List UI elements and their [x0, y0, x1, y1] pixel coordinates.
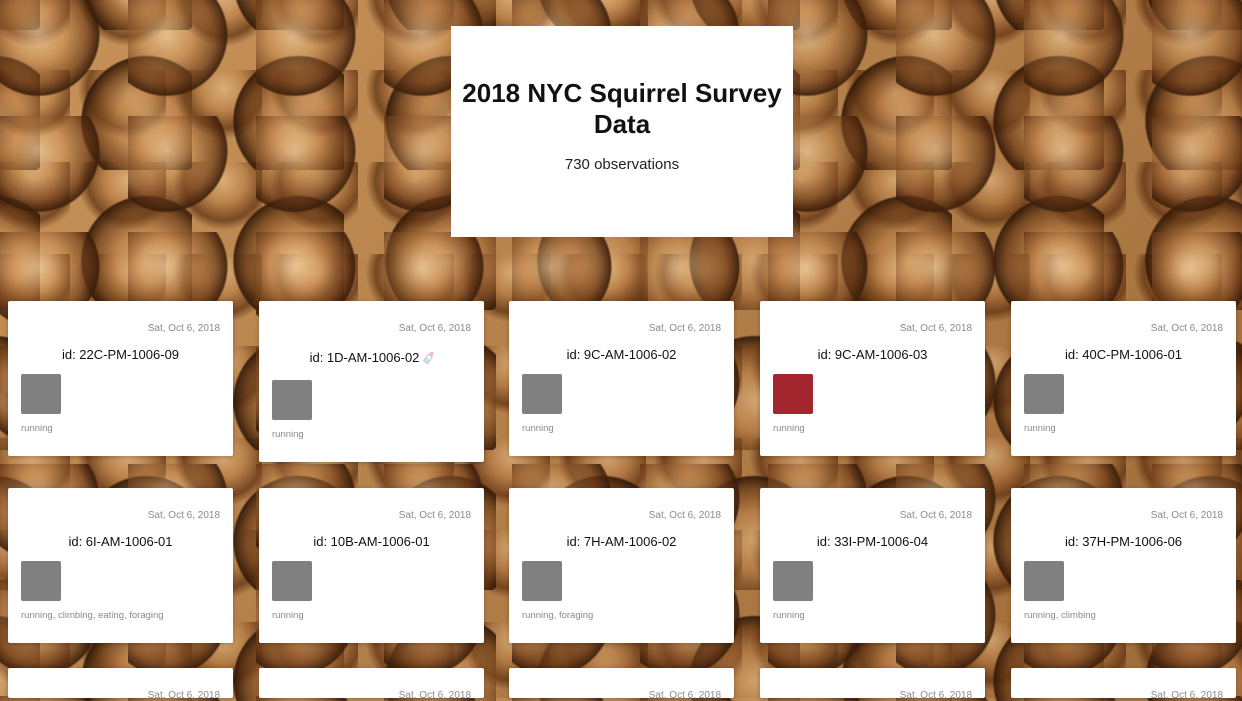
card-id: id: 22C-PM-1006-09: [61, 347, 180, 362]
card-date: Sat, Oct 6, 2018: [899, 510, 972, 521]
fur-color-swatch: [522, 374, 562, 414]
card-id: id: 40C-PM-1006-01: [1064, 347, 1183, 362]
fur-color-swatch: [773, 374, 813, 414]
card-activities: running: [522, 423, 554, 434]
observation-card[interactable]: Sat, Oct 6, 2018 id: 22C-PM-1006-09 runn…: [8, 301, 233, 456]
observation-card[interactable]: Sat, Oct 6, 2018 id: 40C-PM-1006-01 runn…: [1011, 301, 1236, 456]
baby-bottle-icon: [422, 350, 436, 365]
card-date: Sat, Oct 6, 2018: [398, 323, 471, 334]
observation-card[interactable]: Sat, Oct 6, 2018 id: 37H-PM-1006-06 runn…: [1011, 488, 1236, 643]
card-date: Sat, Oct 6, 2018: [147, 510, 220, 521]
card-activities: running, foraging: [522, 610, 594, 621]
card-date: Sat, Oct 6, 2018: [899, 323, 972, 334]
fur-color-swatch: [1024, 374, 1064, 414]
observation-card[interactable]: Sat, Oct 6, 2018: [1011, 668, 1236, 701]
card-date: Sat, Oct 6, 2018: [648, 510, 721, 521]
card-id: id: 6I-AM-1006-01: [68, 534, 173, 549]
card-activities: running: [21, 423, 53, 434]
card-date: Sat, Oct 6, 2018: [398, 510, 471, 521]
card-activities: running, climbing: [1024, 610, 1096, 621]
card-id: id: 1D-AM-1006-02: [309, 350, 420, 365]
title-card: 2018 NYC Squirrel Survey Data 730 observ…: [451, 26, 793, 237]
card-date: Sat, Oct 6, 2018: [899, 690, 972, 701]
observation-card[interactable]: Sat, Oct 6, 2018: [8, 668, 233, 701]
card-activities: running: [773, 423, 805, 434]
fur-color-swatch: [773, 561, 813, 601]
observation-card[interactable]: Sat, Oct 6, 2018: [760, 668, 985, 701]
card-date: Sat, Oct 6, 2018: [147, 690, 220, 701]
card-id: id: 9C-AM-1006-03: [817, 347, 928, 362]
card-id: id: 7H-AM-1006-02: [566, 534, 677, 549]
observation-card[interactable]: Sat, Oct 6, 2018 id: 10B-AM-1006-01 runn…: [259, 488, 484, 643]
card-date: Sat, Oct 6, 2018: [648, 323, 721, 334]
fur-color-swatch: [522, 561, 562, 601]
card-activities: running: [773, 610, 805, 621]
page-title: 2018 NYC Squirrel Survey Data: [462, 78, 782, 139]
observation-card[interactable]: Sat, Oct 6, 2018: [509, 668, 734, 701]
observation-card[interactable]: Sat, Oct 6, 2018 id: 1D-AM-1006-02 runni…: [259, 301, 484, 462]
card-id-row: id: 1D-AM-1006-02: [259, 350, 484, 365]
card-activities: running: [272, 610, 304, 621]
card-activities: running: [1024, 423, 1056, 434]
card-id: id: 10B-AM-1006-01: [313, 534, 430, 549]
card-id: id: 33I-PM-1006-04: [816, 534, 929, 549]
observation-card[interactable]: Sat, Oct 6, 2018 id: 6I-AM-1006-01 runni…: [8, 488, 233, 643]
observation-card[interactable]: Sat, Oct 6, 2018 id: 9C-AM-1006-03 runni…: [760, 301, 985, 456]
card-date: Sat, Oct 6, 2018: [1150, 690, 1223, 701]
card-date: Sat, Oct 6, 2018: [147, 323, 220, 334]
card-date: Sat, Oct 6, 2018: [1150, 323, 1223, 334]
fur-color-swatch: [21, 561, 61, 601]
observation-card[interactable]: Sat, Oct 6, 2018 id: 7H-AM-1006-02 runni…: [509, 488, 734, 643]
observation-count: 730 observations: [564, 156, 680, 173]
card-date: Sat, Oct 6, 2018: [648, 690, 721, 701]
card-id: id: 37H-PM-1006-06: [1064, 534, 1183, 549]
fur-color-swatch: [1024, 561, 1064, 601]
card-date: Sat, Oct 6, 2018: [398, 690, 471, 701]
fur-color-swatch: [272, 380, 312, 420]
card-id: id: 9C-AM-1006-02: [566, 347, 677, 362]
observation-card[interactable]: Sat, Oct 6, 2018 id: 9C-AM-1006-02 runni…: [509, 301, 734, 456]
fur-color-swatch: [21, 374, 61, 414]
observation-card[interactable]: Sat, Oct 6, 2018: [259, 668, 484, 701]
observation-card[interactable]: Sat, Oct 6, 2018 id: 33I-PM-1006-04 runn…: [760, 488, 985, 643]
fur-color-swatch: [272, 561, 312, 601]
card-date: Sat, Oct 6, 2018: [1150, 510, 1223, 521]
card-activities: running, climbing, eating, foraging: [21, 610, 164, 621]
card-activities: running: [272, 429, 304, 440]
